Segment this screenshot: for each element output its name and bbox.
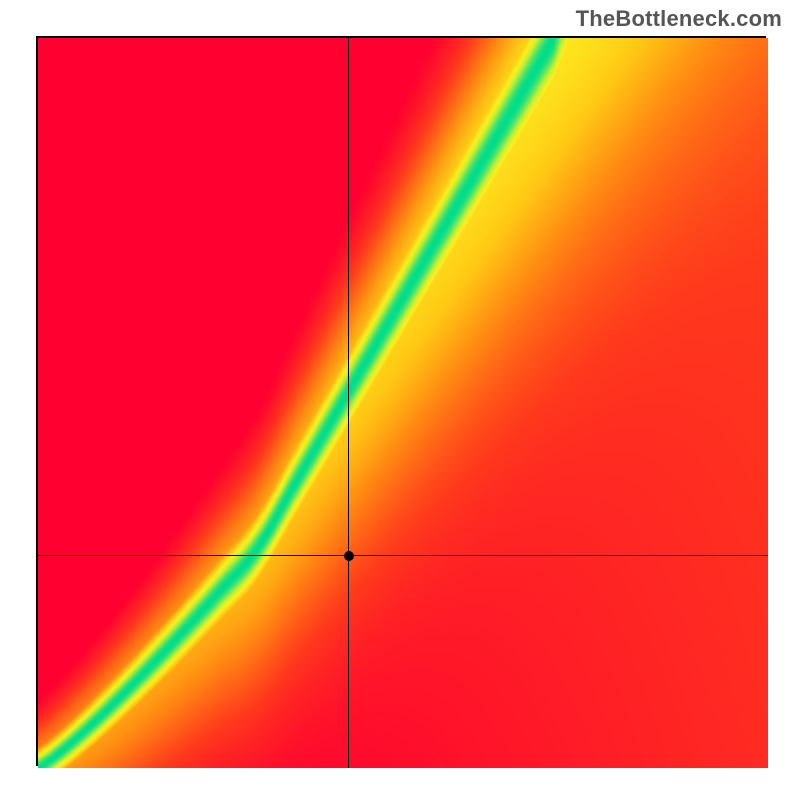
heatmap-canvas <box>38 38 768 768</box>
watermark-text: TheBottleneck.com <box>576 6 782 32</box>
plot-frame <box>36 36 766 766</box>
crosshair-vertical <box>348 38 349 768</box>
crosshair-horizontal <box>38 555 768 556</box>
chart-container: TheBottleneck.com <box>0 0 800 800</box>
data-point-marker <box>344 551 354 561</box>
